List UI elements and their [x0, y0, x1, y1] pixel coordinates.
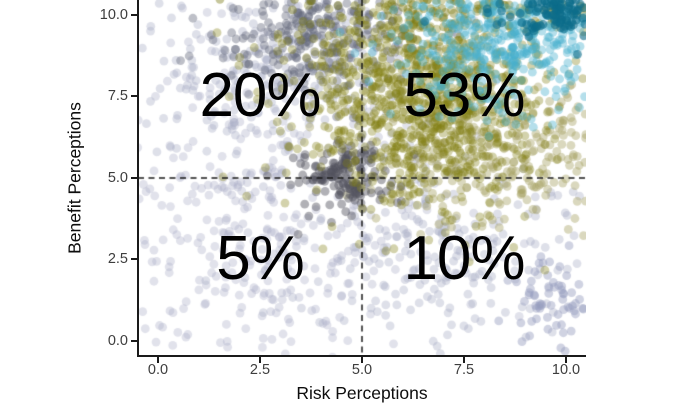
y-tick-mark	[131, 258, 137, 260]
y-axis-line	[137, 0, 139, 357]
y-tick-mark	[131, 177, 137, 179]
x-tick-label: 7.5	[453, 362, 475, 378]
scatter-points-canvas	[138, 0, 586, 356]
y-tick-label: 7.5	[107, 88, 128, 104]
x-axis-title: Risk Perceptions	[296, 383, 428, 403]
x-tick-label: 2.5	[249, 362, 271, 378]
quadrant-label-upper-left: 20%	[199, 61, 321, 130]
y-tick-label: 2.5	[107, 251, 128, 267]
x-axis-line	[137, 355, 586, 357]
y-tick-mark	[131, 14, 137, 16]
quadrant-label-lower-right: 10%	[403, 224, 525, 293]
x-tick-mark	[463, 357, 465, 363]
y-tick-mark	[131, 95, 137, 97]
x-tick-mark	[157, 357, 159, 363]
x-tick-label: 0.0	[147, 362, 169, 378]
y-tick-mark	[131, 340, 137, 342]
x-tick-mark	[361, 357, 363, 363]
x-tick-label: 5.0	[351, 362, 373, 378]
y-axis-title: Benefit Perceptions	[64, 102, 85, 254]
quadrant-label-lower-left: 5%	[216, 224, 305, 293]
x-tick-mark	[259, 357, 261, 363]
y-tick-label: 5.0	[107, 170, 128, 186]
y-tick-label: 0.0	[107, 333, 128, 349]
quadrant-label-upper-right: 53%	[403, 61, 525, 130]
x-tick-label: 10.0	[551, 362, 581, 378]
x-tick-mark	[565, 357, 567, 363]
y-tick-label: 10.0	[99, 7, 128, 23]
